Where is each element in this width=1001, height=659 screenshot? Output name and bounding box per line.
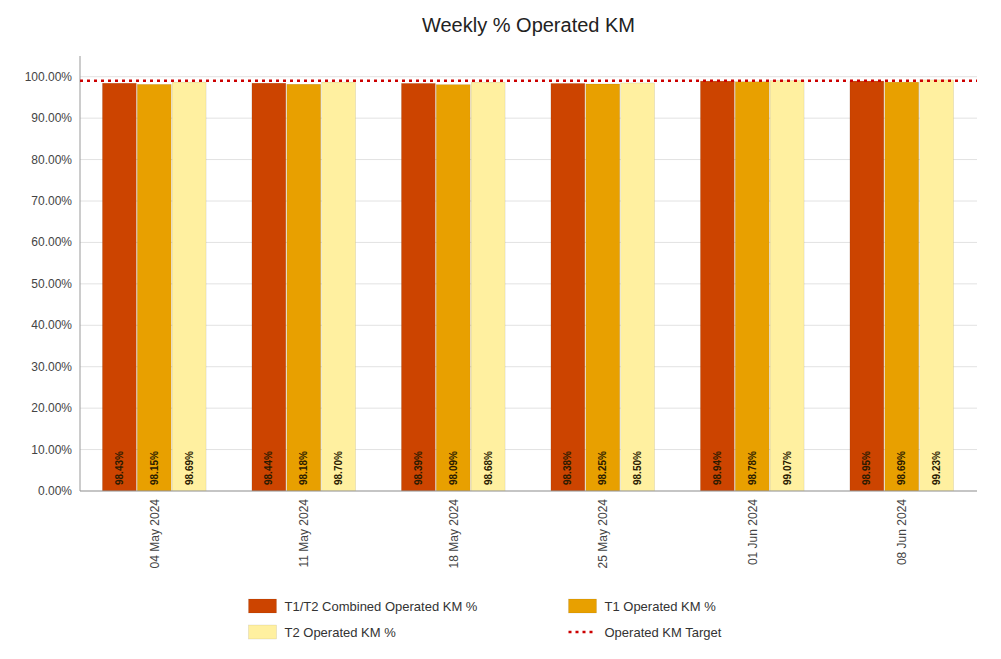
chart: Weekly % Operated KM 0.00% 10.00% 20.00% 30.… <box>0 0 1001 659</box>
bars <box>102 80 953 491</box>
bar <box>735 82 769 491</box>
data-label: 98.18% <box>298 451 309 485</box>
bar <box>172 82 206 491</box>
bar <box>137 84 171 491</box>
data-label: 98.50% <box>632 451 643 485</box>
bar <box>252 83 286 491</box>
x-tick-label: 01 Jun 2024 <box>746 499 760 565</box>
data-label: 98.43% <box>114 451 125 485</box>
legend-swatch <box>569 599 597 613</box>
data-labels: 98.43% 98.44% 98.39% 98.38% 98.94% 98.95% 98.1… <box>114 451 942 485</box>
target-line <box>80 80 977 83</box>
grid-line <box>80 366 977 367</box>
grid-line <box>80 449 977 450</box>
bar <box>287 84 321 491</box>
y-tick-label: 10.00% <box>31 443 72 457</box>
bar <box>471 82 505 491</box>
data-label: 98.69% <box>896 451 907 485</box>
grid-line <box>80 76 977 77</box>
bar <box>401 83 435 491</box>
legend-swatch <box>569 631 597 634</box>
y-tick-label: 50.00% <box>31 277 72 291</box>
grid-line <box>80 159 977 160</box>
bar <box>920 80 954 491</box>
data-label: 99.23% <box>931 451 942 485</box>
bar <box>850 81 884 491</box>
x-tick-label: 25 May 2024 <box>596 499 610 569</box>
y-tick-label: 90.00% <box>31 111 72 125</box>
x-tick-label: 04 May 2024 <box>148 499 162 569</box>
data-label: 99.07% <box>782 451 793 485</box>
data-label: 98.39% <box>413 451 424 485</box>
data-label: 98.44% <box>263 451 274 485</box>
y-tick-label: 20.00% <box>31 401 72 415</box>
data-label: 98.69% <box>184 451 195 485</box>
bar <box>436 85 470 491</box>
legend-label: T1/T2 Combined Operated KM % <box>285 599 478 614</box>
y-axis: 0.00% 10.00% 20.00% 30.00% 40.00% 50.00% 60.00… <box>25 56 80 498</box>
y-tick-label: 100.00% <box>25 70 73 84</box>
grid-line <box>80 408 977 409</box>
x-axis: 04 May 2024 11 May 2024 18 May 2024 25 May … <box>148 499 910 569</box>
grid-line <box>80 242 977 243</box>
grid-line <box>80 118 977 119</box>
legend-label: Operated KM Target <box>605 625 722 640</box>
data-label: 98.78% <box>747 451 758 485</box>
bar <box>770 81 804 491</box>
data-label: 98.15% <box>149 451 160 485</box>
data-label: 98.38% <box>562 451 573 485</box>
y-tick-label: 30.00% <box>31 360 72 374</box>
data-label: 98.94% <box>712 451 723 485</box>
y-tick-label: 60.00% <box>31 235 72 249</box>
legend-swatch <box>249 599 277 613</box>
x-tick-label: 08 Jun 2024 <box>895 499 909 565</box>
data-label: 98.25% <box>597 451 608 485</box>
legend: T1/T2 Combined Operated KM % T1 Operated … <box>249 599 722 640</box>
x-tick-label: 11 May 2024 <box>297 499 311 568</box>
grid-line <box>80 201 977 202</box>
data-label: 98.68% <box>483 451 494 485</box>
bar <box>322 82 356 491</box>
title: Weekly % Operated KM <box>422 14 635 36</box>
legend-label: T2 Operated KM % <box>285 625 397 640</box>
y-tick-label: 40.00% <box>31 318 72 332</box>
bar <box>102 83 136 491</box>
legend-swatch <box>249 625 277 639</box>
y-tick-label: 0.00% <box>38 484 72 498</box>
page: {"chart_data": { "type": "bar", "title":… <box>0 0 1001 659</box>
data-label: 98.70% <box>333 451 344 485</box>
x-tick-label: 18 May 2024 <box>447 499 461 569</box>
data-label: 98.95% <box>861 451 872 485</box>
bar <box>551 83 585 491</box>
y-tick-label: 70.00% <box>31 194 72 208</box>
y-tick-label: 80.00% <box>31 153 72 167</box>
bar <box>885 82 919 491</box>
y-axis-line <box>80 56 81 491</box>
bar <box>700 81 734 491</box>
grid-line <box>80 283 977 284</box>
x-axis-line <box>80 491 977 492</box>
grid <box>80 77 977 491</box>
legend-label: T1 Operated KM % <box>605 599 717 614</box>
data-label: 98.09% <box>448 451 459 485</box>
grid-line <box>80 491 977 492</box>
bar <box>586 84 620 491</box>
target <box>80 80 977 81</box>
bar <box>621 83 655 491</box>
grid-line <box>80 325 977 326</box>
